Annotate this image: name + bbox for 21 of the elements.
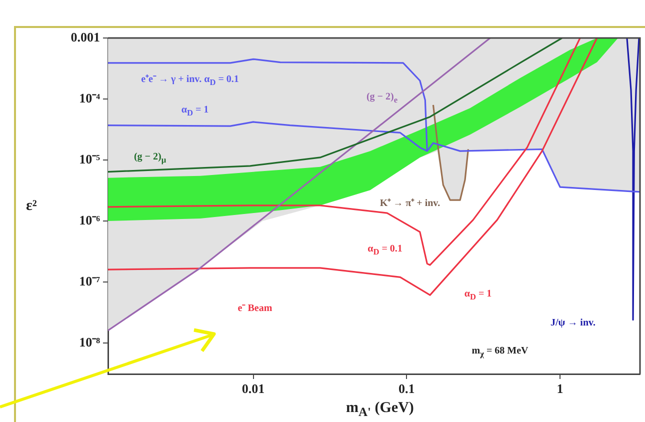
y-tick-label: 10⁻⁸: [79, 334, 100, 350]
y-axis-title: ε²: [26, 198, 37, 214]
annotation: α$_{D}$ = 0.1: [368, 244, 402, 256]
y-tick-label: 10⁻⁴: [79, 90, 100, 106]
x-tick-label: 1: [556, 381, 564, 396]
y-tick-label: 10⁻⁷: [79, 273, 100, 288]
annotation: e⁻ Beam: [238, 302, 272, 314]
annotation: K⁺ → π⁺ + inv.: [380, 197, 440, 209]
x-tick-label: 0.1: [398, 381, 415, 396]
x-axis-title: m$_{A'}$ (GeV): [346, 400, 414, 420]
annotation: (g − 2)$_{μ}$: [134, 152, 166, 164]
y-tick-label: 10⁻⁶: [79, 212, 100, 228]
annotation: m$_{χ}$ = 68 MeV: [472, 346, 528, 358]
annotation: J/ψ → inv.: [550, 318, 596, 328]
y-tick-label: 10⁻⁵: [79, 151, 100, 166]
x-tick-label: 0.01: [242, 381, 265, 396]
annotation: e⁺e⁻ → γ + inv. α$_{D}$ = 0.1: [141, 73, 239, 87]
y-tick-label: 0.001: [70, 29, 100, 44]
annotation: α$_{D}$ = 1: [464, 288, 492, 302]
annotation: (g − 2)$_{e}$: [366, 92, 398, 104]
annotation: α$_{D}$ = 1: [181, 104, 209, 118]
